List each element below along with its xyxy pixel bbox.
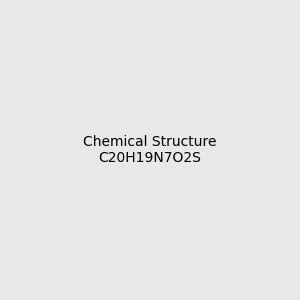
Text: Chemical Structure
C20H19N7O2S: Chemical Structure C20H19N7O2S bbox=[83, 135, 217, 165]
